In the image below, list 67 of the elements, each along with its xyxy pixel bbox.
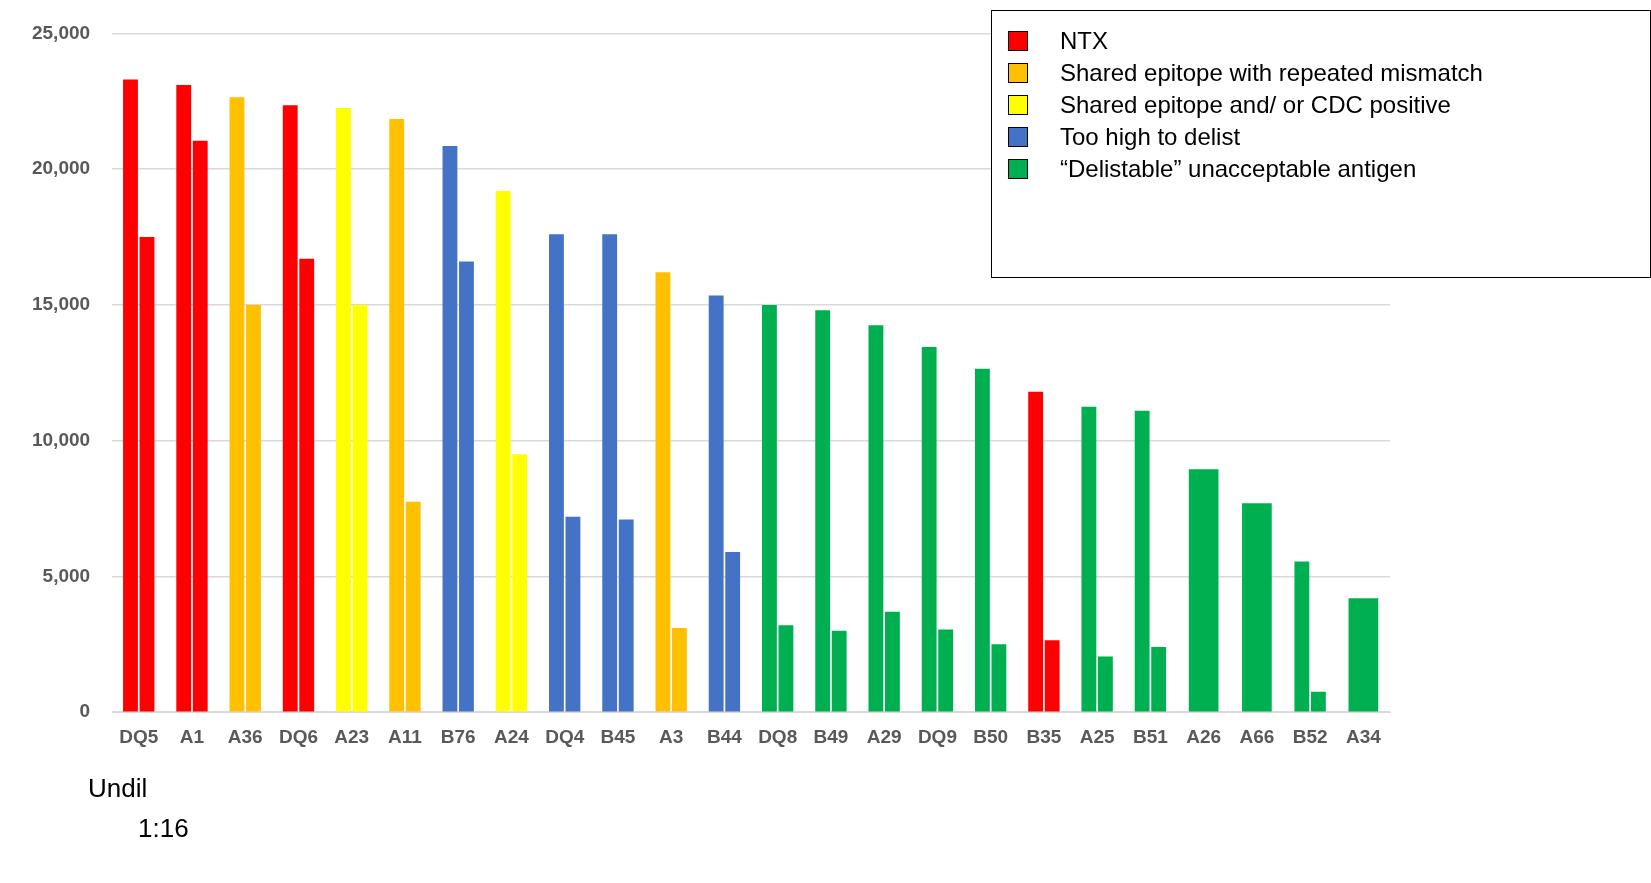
bar [565,516,581,712]
x-tick-label: B49 [813,725,849,747]
x-tick-label: A11 [388,725,423,747]
x-tick-label: A66 [1239,725,1275,747]
y-tick-label: 0 [79,700,91,722]
bar [229,97,245,712]
x-tick-label: A24 [494,725,530,747]
x-tick-label: DQ8 [758,725,798,747]
bar [778,625,794,712]
bar [246,304,261,712]
legend-label: NTX [1060,27,1108,55]
x-tick-label: A3 [659,725,684,747]
x-tick-label: DQ5 [119,725,159,747]
bar [1310,691,1326,712]
x-tick-label: B50 [973,725,1009,747]
bar [405,501,421,712]
x-tick-label: DQ6 [278,725,319,747]
x-tick-label: B76 [440,725,476,747]
bar [1028,391,1044,712]
x-tick-label: A1 [179,725,205,747]
bar [885,611,900,712]
y-tick-label: 25,000 [31,21,91,43]
x-tick-label: B51 [1132,725,1169,747]
bar [868,325,884,712]
legend-label: Too high to delist [1060,123,1241,151]
bar [336,108,351,712]
x-tick-label: B35 [1026,725,1062,747]
bar [672,628,687,712]
x-tick-label: DQ9 [917,725,957,747]
bar [549,234,564,712]
bar [618,519,634,712]
bar [139,237,155,712]
bar [389,118,405,712]
bar [459,261,474,712]
text: Undil [88,773,148,804]
y-tick-label: 10,000 [31,428,91,450]
x-tick-label: B44 [707,725,743,747]
x-tick-label: A23 [334,725,370,747]
bar [602,234,618,712]
x-tick-label: B52 [1292,725,1328,747]
bar [762,304,777,712]
bar [176,84,192,712]
bar [1294,561,1310,712]
y-tick-label: 5,000 [42,564,91,586]
bar [1081,406,1097,712]
bar [1044,640,1060,712]
x-tick-label: A26 [1186,725,1222,747]
y-tick-label: 20,000 [31,157,91,179]
x-tick-label: B45 [600,725,636,747]
bar [123,79,138,712]
x-tick-label: A36 [227,725,263,747]
bar [655,272,671,712]
legend-label: “Delistable” unacceptable antigen [1060,155,1417,183]
x-tick-label: A29 [866,725,902,747]
legend-label: Shared epitope with repeated mismatch [1060,59,1483,87]
x-tick-label: DQ4 [545,725,585,747]
bar [815,310,831,712]
legend-label: Shared epitope and/ or CDC positive [1060,91,1451,119]
y-tick-label: 15,000 [31,293,91,315]
bar [831,630,847,712]
bar [1097,656,1113,712]
bar [442,146,458,712]
bar [192,140,208,712]
x-tick-label: A34 [1345,725,1382,747]
x-tick-label: A25 [1079,725,1116,747]
text: 1:16 [138,813,189,844]
bar [352,304,368,712]
